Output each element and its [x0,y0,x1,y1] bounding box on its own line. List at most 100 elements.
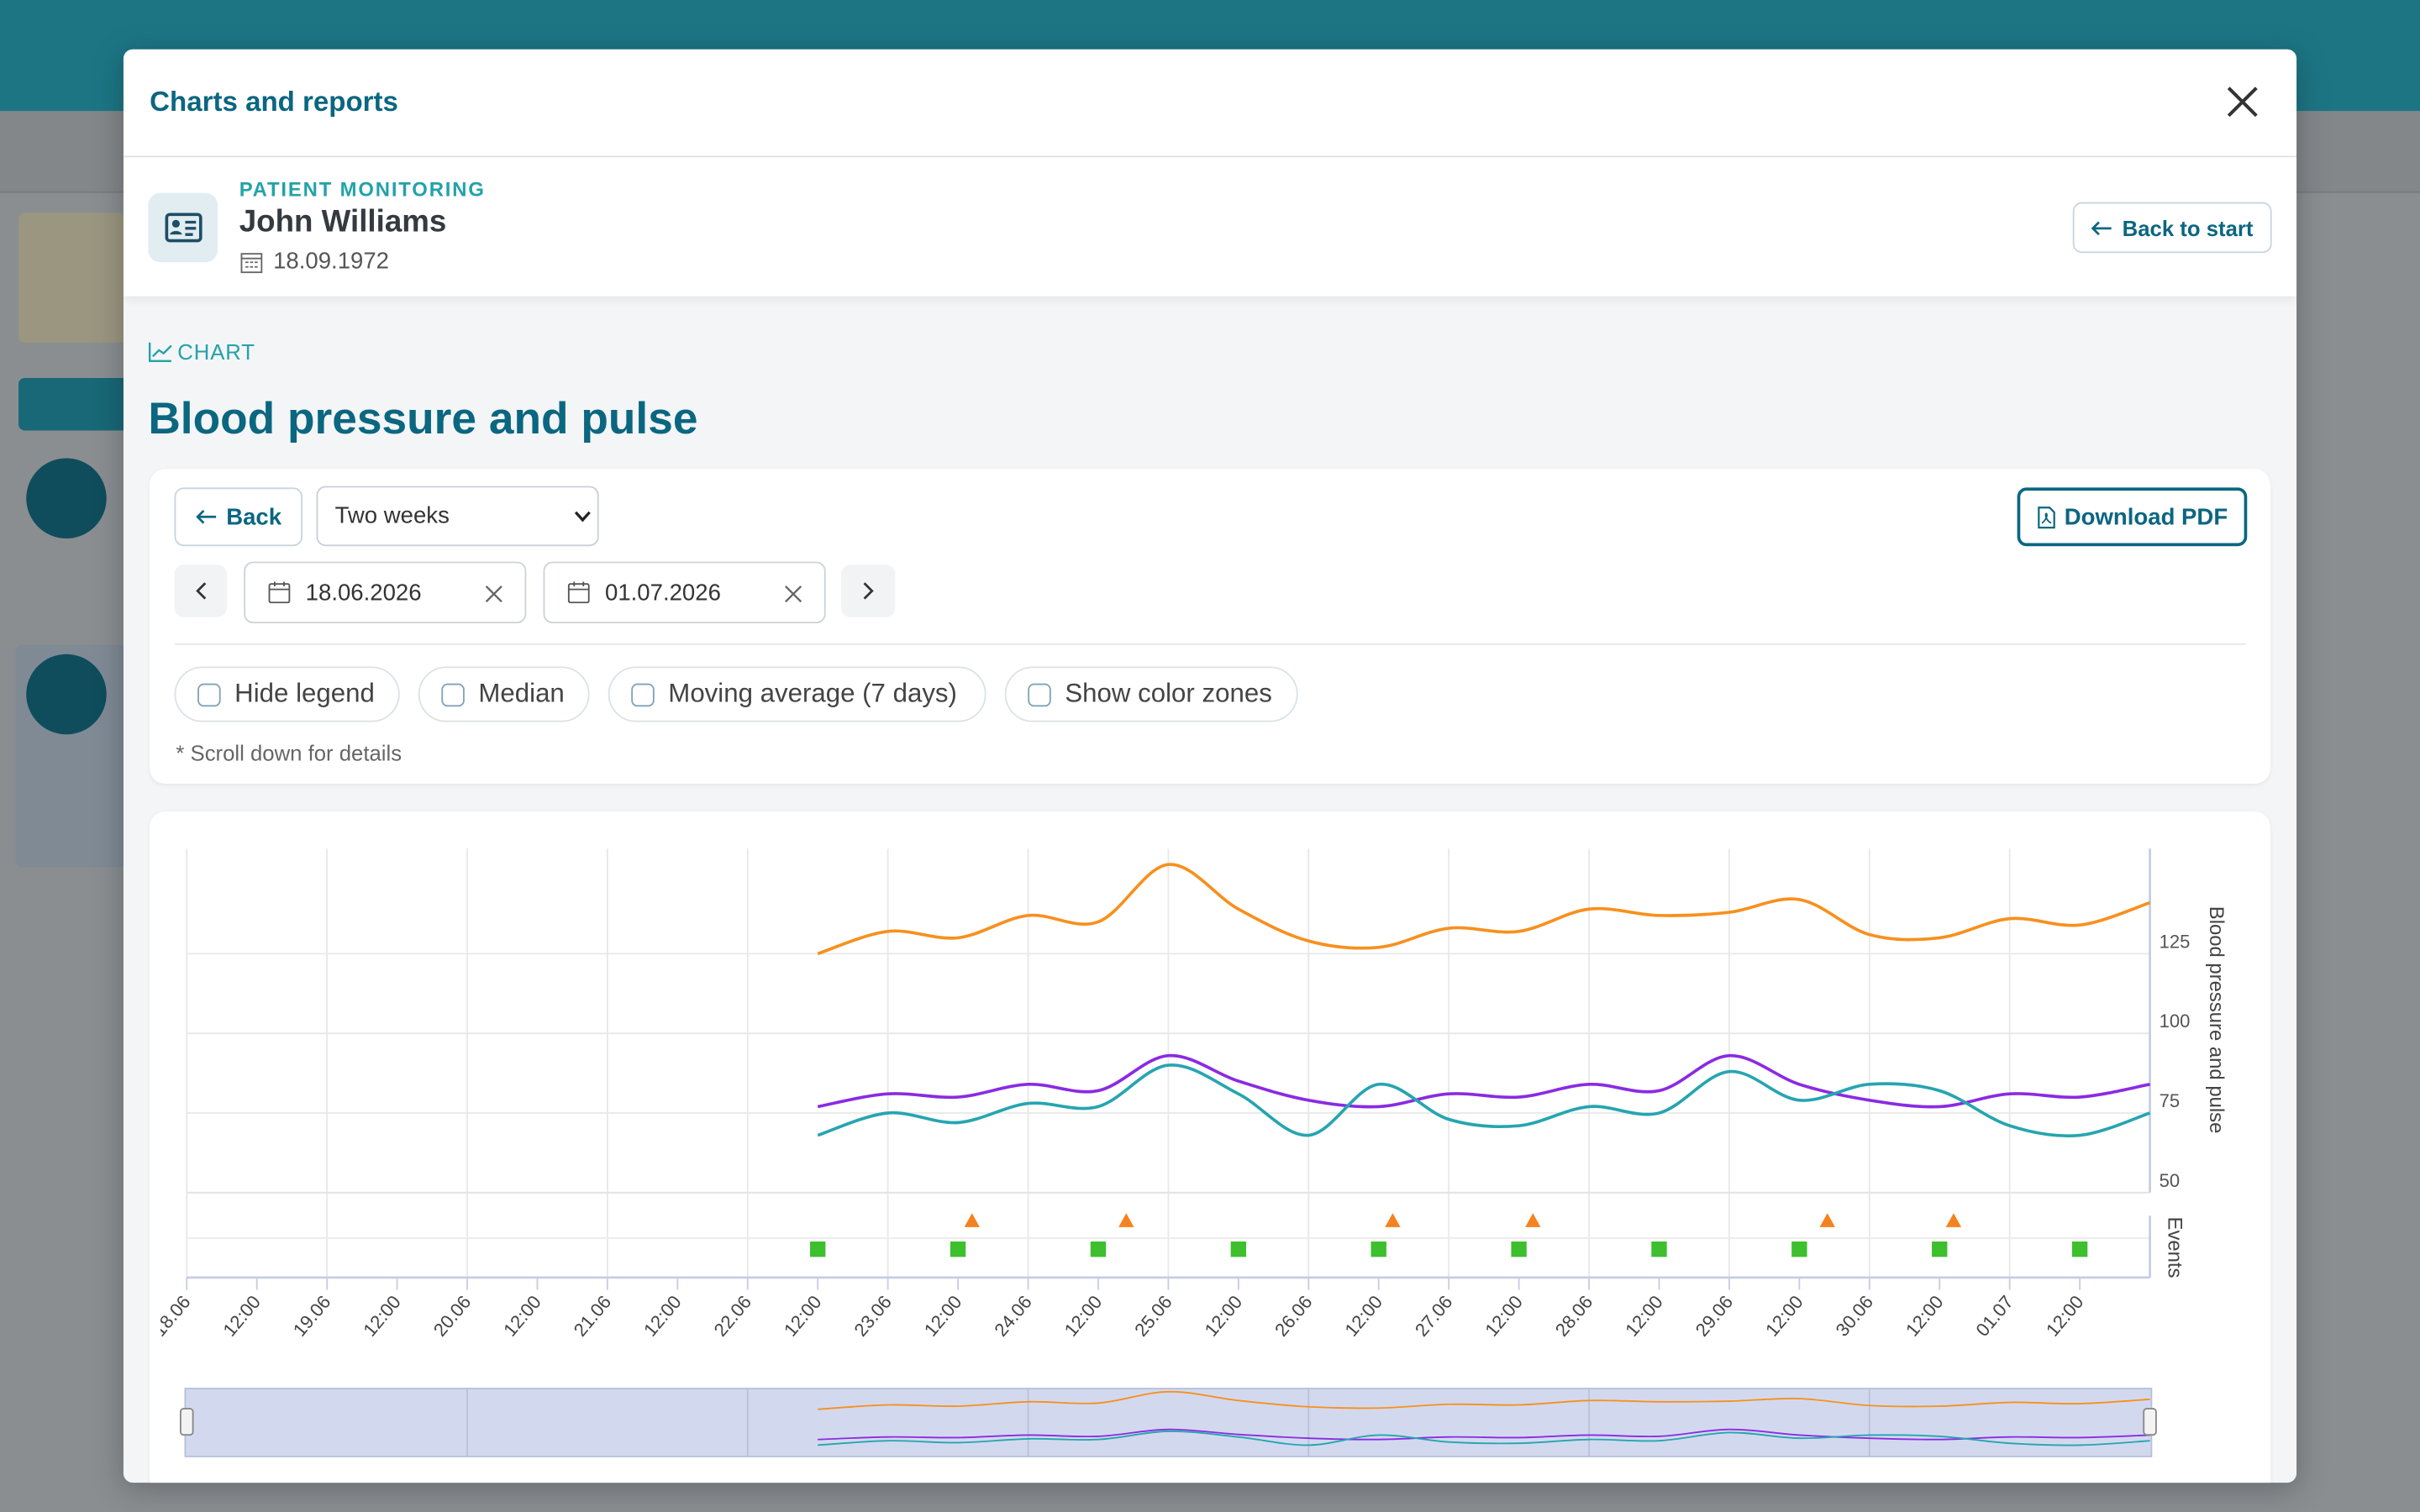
x-tick-label: 23.06 [850,1291,896,1340]
back-button[interactable]: Back [174,487,303,547]
section-label: CHART [177,339,255,365]
calendar-icon [567,581,590,604]
back-to-start-button[interactable]: Back to start [2072,202,2272,254]
x-tick-label: 12:00 [218,1291,265,1340]
patient-band: PATIENT MONITORING John Williams 18.09.1… [123,157,2297,297]
id-card-icon [165,213,203,243]
option-label: Median [478,679,565,709]
checkbox[interactable] [441,682,465,706]
checkbox[interactable] [631,682,655,706]
arrow-left-icon [2091,220,2112,235]
data-line [817,1053,2150,1109]
x-tick-label: 18.06 [150,1291,194,1340]
option-label: Moving average (7 days) [668,679,957,709]
x-tick-label: 12:00 [1621,1291,1667,1340]
data-line [817,1063,2151,1138]
event-marker [1385,1213,1401,1227]
x-tick-label: 12:00 [2042,1291,2088,1340]
period-select[interactable]: Two weeks [316,486,599,547]
checkbox[interactable] [1028,682,1051,706]
app-avatar [26,458,107,539]
pdf-icon [2037,506,2055,528]
x-tick-label: 01.07 [1971,1291,2018,1340]
event-marker [1945,1213,1962,1227]
x-tick-label: 12:00 [1761,1291,1807,1340]
navigator-line [818,1431,2150,1446]
checkbox[interactable] [197,682,221,706]
next-button[interactable] [841,564,896,617]
y-axis-title: Events [2164,1217,2186,1278]
x-tick-label: 21.06 [570,1291,616,1340]
navigator-line [818,1390,2150,1410]
x-tick-label: 12:00 [1060,1291,1107,1340]
option-checkbox[interactable]: Show color zones [1004,666,1298,722]
clear-icon[interactable] [784,585,802,603]
option-label: Hide legend [234,679,375,709]
event-marker [1791,1241,1807,1257]
x-tick-label: 29.06 [1691,1291,1738,1340]
y-tick-label: 75 [2160,1090,2181,1111]
x-tick-label: 25.06 [1130,1291,1176,1340]
calendar-icon [240,253,263,274]
section-title: Blood pressure and pulse [148,395,698,444]
download-pdf-button[interactable]: Download PDF [2017,487,2248,547]
patient-birth-date: 18.09.1972 [273,248,390,275]
button-label: Download PDF [2064,503,2228,530]
chart-group: 50 75 100 125 Blood pressure and pulse 18.06 1… [150,848,2228,1457]
event-marker [964,1213,980,1227]
controls-card: Back Two weeks Download PDF 18.06.2026 0… [150,469,2270,785]
event-marker [1525,1213,1541,1227]
separator [174,643,2246,645]
patient-icon [148,192,218,263]
y-tick-label: 125 [2160,931,2191,952]
x-tick-label: 12:00 [1340,1291,1386,1340]
chart: 50 75 100 125 Blood pressure and pulse 18.06 1… [150,848,2228,1457]
y-axis-title: Blood pressure and pulse [2205,906,2228,1134]
option-checkbox[interactable]: Median [418,666,590,722]
event-marker [1932,1241,1948,1257]
event-marker [1651,1241,1667,1257]
button-label: Back to start [2122,215,2254,240]
event-marker [810,1241,826,1257]
x-tick-label: 22.06 [710,1291,756,1340]
y-tick-label: 50 [2160,1170,2181,1191]
app-avatar [26,654,107,735]
clear-icon[interactable] [485,585,503,603]
x-tick-label: 12:00 [1481,1291,1527,1340]
event-marker [1090,1241,1107,1257]
x-tick-label: 12:00 [1902,1291,1948,1340]
event-marker [950,1241,966,1257]
event-marker [1370,1241,1386,1257]
previous-button[interactable] [174,564,228,617]
date-value: 18.06.2026 [305,580,422,606]
option-checkbox[interactable]: Hide legend [174,666,400,722]
x-tick-label: 24.06 [990,1291,1036,1340]
option-checkbox[interactable]: Moving average (7 days) [608,666,986,722]
x-tick-label: 12:00 [359,1291,405,1340]
chevron-right-icon [862,582,873,600]
chart-icon [148,342,172,362]
event-marker [2071,1241,2088,1257]
navigator-handle [2143,1408,2157,1436]
close-button[interactable] [2226,85,2260,118]
option-label: Show color zones [1065,679,1272,709]
navigator-handle [179,1408,194,1436]
chevron-left-icon [196,582,207,600]
x-tick-label: 12:00 [920,1291,966,1340]
x-tick-label: 12:00 [639,1291,686,1340]
date-from-input[interactable]: 18.06.2026 [244,561,527,624]
select-value: Two weeks [334,502,450,530]
x-tick-label: 26.06 [1270,1291,1317,1340]
x-tick-label: 12:00 [499,1291,545,1340]
navigator [184,1388,2153,1457]
scroll-note: * Scroll down for details [176,740,402,766]
date-to-input[interactable]: 01.07.2026 [543,561,826,624]
x-tick-label: 27.06 [1411,1291,1457,1340]
x-tick-label: 19.06 [289,1291,335,1340]
x-tick-label: 28.06 [1551,1291,1597,1340]
x-tick-label: 20.06 [429,1291,476,1340]
modal-header: Charts and reports [123,49,2297,158]
